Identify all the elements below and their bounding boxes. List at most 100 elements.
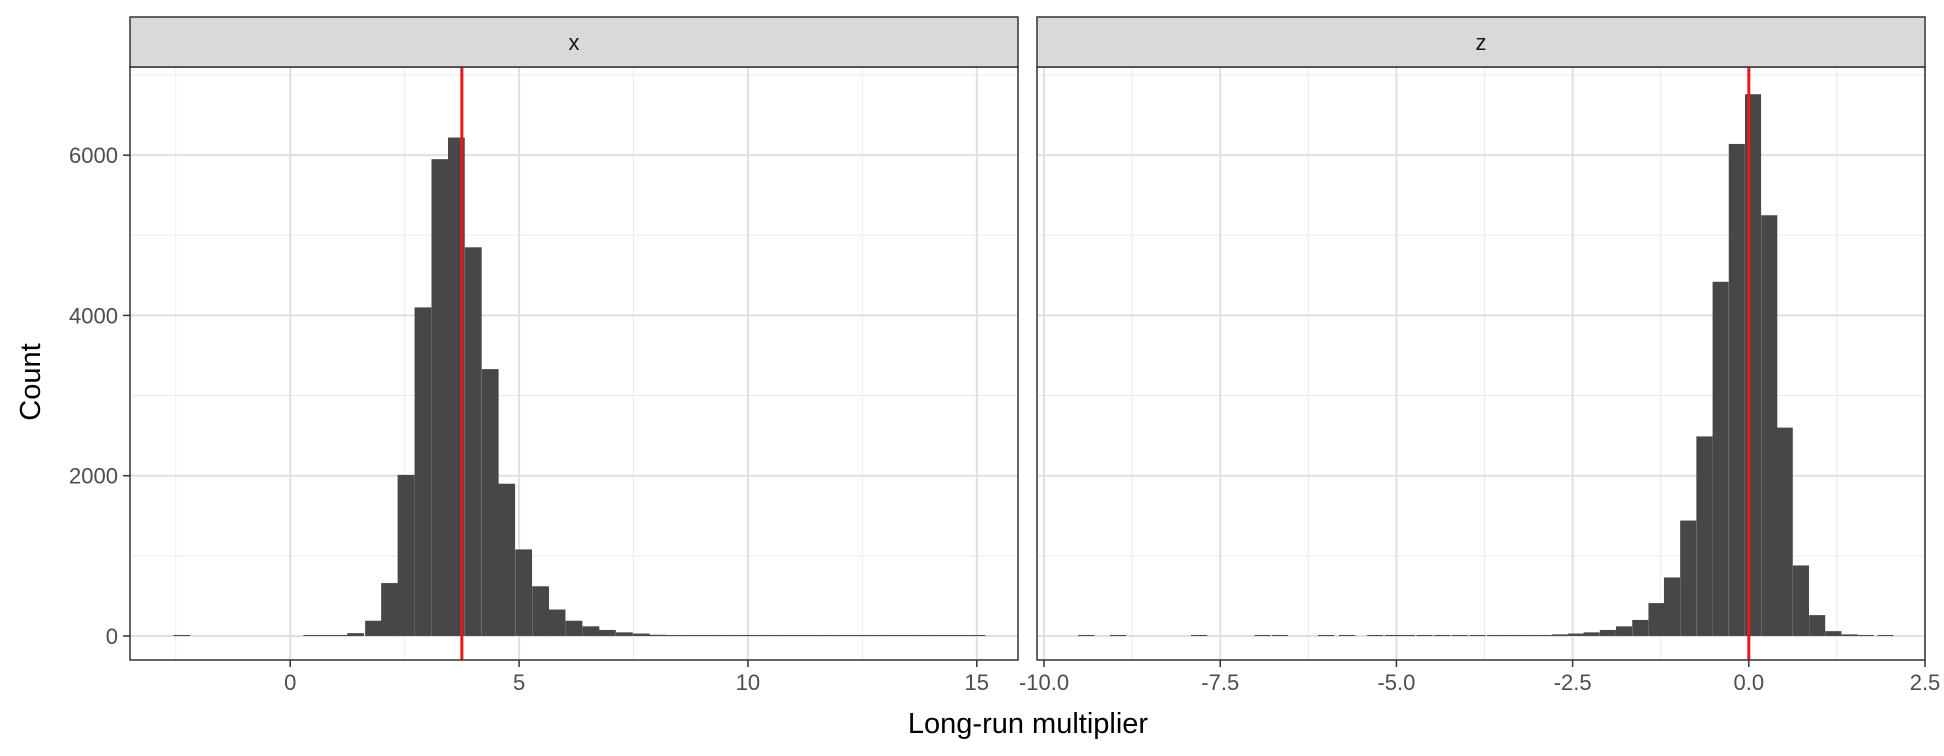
histogram-bar	[934, 634, 952, 636]
histogram-bar	[582, 626, 600, 636]
histogram-bar	[532, 586, 549, 636]
y-tick-label: 6000	[69, 143, 118, 168]
histogram-bar	[347, 633, 365, 636]
facet-panel-z: z -10.0 -7.5 -5.0 -2.5 0.0 2.5	[1019, 16, 1941, 695]
histogram-bar	[414, 307, 432, 636]
histogram-bar	[1599, 629, 1616, 636]
histogram-bar	[1761, 215, 1778, 636]
x-tick-label: -5.0	[1377, 670, 1415, 695]
histogram-bar	[1451, 634, 1468, 636]
histogram-bar	[1367, 634, 1384, 636]
x-tick-label: -10.0	[1019, 670, 1069, 695]
histogram-bar	[767, 634, 784, 636]
histogram-bar	[884, 634, 902, 636]
histogram-bar	[498, 483, 516, 636]
histogram-bar	[381, 583, 398, 636]
histogram-bar	[1841, 634, 1858, 636]
histogram-bar	[649, 634, 667, 636]
x-tick-label: 0	[284, 670, 296, 695]
x-tick-label: 10	[736, 670, 760, 695]
histogram-bar	[683, 634, 701, 636]
y-tick-label: 4000	[69, 303, 118, 328]
histogram-bar	[968, 634, 986, 636]
histogram-bar	[1110, 634, 1127, 636]
histogram-bar	[1551, 634, 1568, 636]
histogram-bar	[1696, 436, 1713, 636]
histogram-bar	[750, 634, 767, 636]
histogram-bar	[817, 634, 835, 636]
histogram-bar	[1487, 634, 1504, 636]
histogram-bar	[1384, 634, 1401, 636]
y-tick-label: 2000	[69, 464, 118, 489]
histogram-bar	[1078, 634, 1095, 636]
histogram-bar	[1877, 634, 1894, 636]
histogram-bar	[431, 159, 449, 636]
histogram-bar	[1416, 634, 1433, 636]
histogram-bar	[1583, 632, 1600, 636]
histogram-bar	[1616, 626, 1633, 636]
histogram-bar	[599, 629, 616, 636]
histogram-bar	[783, 634, 801, 636]
facet-strip-label: x	[569, 30, 580, 55]
histogram-bar	[834, 634, 852, 636]
histogram-bar	[1728, 143, 1745, 636]
histogram-bar	[1503, 634, 1520, 636]
histogram-bar	[515, 549, 533, 636]
histogram-bar	[565, 620, 583, 636]
histogram-bar	[303, 634, 321, 636]
histogram-bar	[733, 634, 751, 636]
x-tick-label: 0.0	[1734, 670, 1765, 695]
histogram-bar	[1857, 634, 1874, 636]
histogram-bar	[333, 634, 351, 636]
y-tick-label: 0	[106, 624, 118, 649]
histogram-bar	[1317, 634, 1334, 636]
facet-panel-x: x 0 5 10 15 0 2000 4000 6000	[69, 16, 1019, 695]
histogram-bar	[951, 634, 969, 636]
histogram-bar	[1568, 633, 1585, 636]
histogram-bar	[548, 609, 566, 636]
histogram-bar	[1680, 520, 1697, 636]
histogram-bar	[1272, 634, 1289, 636]
facet-strip-label: z	[1476, 30, 1487, 55]
y-axis-title: Count	[15, 343, 47, 420]
histogram-bar	[397, 474, 415, 636]
panels-layer: x 0 5 10 15 0 2000 4000 6000 z -10.0 -7.5 -5.0 -2.5 0.…	[69, 16, 1941, 695]
histogram-bar	[1398, 634, 1416, 636]
histogram-bar	[1809, 615, 1826, 636]
histogram-bar	[319, 634, 337, 636]
x-axis-title: Long-run multiplier	[908, 708, 1149, 740]
histogram-bar	[716, 634, 734, 636]
histogram-bar	[173, 634, 191, 636]
histogram-bar	[1191, 634, 1208, 636]
x-tick-label: 5	[513, 670, 525, 695]
histogram-bar	[867, 634, 885, 636]
histogram-bar	[1825, 631, 1842, 636]
histogram-bar	[850, 634, 868, 636]
histogram-bar	[1434, 634, 1451, 636]
histogram-bar	[1712, 281, 1729, 636]
histogram-bar	[1648, 603, 1665, 636]
histogram-bar	[1776, 427, 1793, 636]
histogram-bar	[1339, 634, 1356, 636]
x-tick-label: 15	[965, 670, 989, 695]
histogram-bar	[1469, 634, 1486, 636]
histogram-bar	[699, 634, 717, 636]
histogram-bar	[632, 633, 650, 636]
histogram-bar	[1632, 619, 1649, 636]
histogram-bar	[666, 634, 684, 636]
panel-background	[130, 67, 1018, 660]
histogram-bar	[1535, 634, 1552, 636]
histogram-bar	[918, 634, 935, 636]
x-tick-label: -7.5	[1201, 670, 1239, 695]
x-tick-label: 2.5	[1910, 670, 1941, 695]
facet-strip	[129, 16, 1019, 68]
histogram-bar	[1254, 634, 1271, 636]
facet-strip	[1036, 16, 1926, 68]
histogram-bar	[481, 369, 499, 636]
histogram-bar	[615, 632, 633, 636]
histogram-bar	[901, 634, 918, 636]
histogram-bar	[365, 620, 382, 636]
histogram-bar	[1519, 634, 1536, 636]
histogram-bar	[800, 634, 818, 636]
